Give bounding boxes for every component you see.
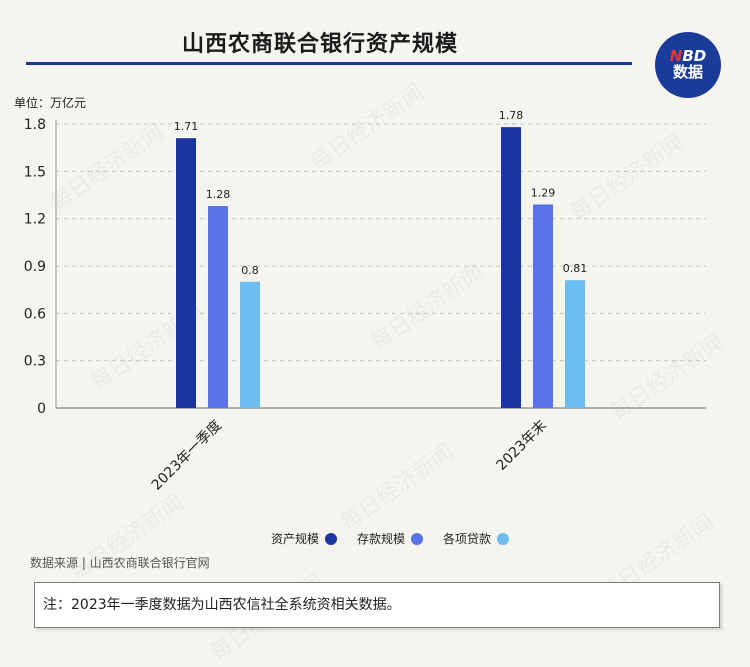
legend-swatch	[324, 532, 337, 545]
data-label: 0.8	[241, 264, 259, 277]
x-tick-label: 2023年末	[494, 418, 550, 474]
legend-swatch	[411, 532, 423, 545]
y-tick-label: 0	[37, 401, 46, 417]
legend-item: 存款规模	[357, 530, 423, 547]
bar-3-2	[565, 280, 585, 408]
bar-2-1	[208, 206, 228, 408]
legend: 资产规模 存款规模 各项贷款	[0, 530, 750, 547]
data-label: 1.78	[499, 109, 524, 122]
logo-letter-n: N	[669, 47, 683, 66]
data-label: 1.71	[174, 120, 199, 133]
data-label: 1.28	[206, 188, 231, 201]
chart-title: 山西农商联合银行资产规模	[181, 32, 458, 57]
bar-1-1	[176, 138, 196, 408]
x-tick-label: 2023年一季度	[149, 418, 225, 494]
legend-item: 各项贷款	[443, 530, 510, 547]
title-divider	[26, 62, 632, 65]
data-label: 1.29	[531, 186, 556, 199]
y-tick-label: 1.2	[24, 212, 46, 228]
data-source: 数据来源 | 山西农商联合银行官网	[30, 556, 210, 570]
y-tick-label: 1.8	[24, 117, 46, 133]
legend-item: 资产规模	[271, 530, 337, 547]
legend-label: 资产规模	[270, 532, 319, 546]
legend-swatch	[497, 532, 510, 545]
legend-label: 各项贷款	[443, 532, 492, 546]
bar-chart: 0 0.3 0.6 0.9 1.2 1.5 1.8 1.71 1.28 0.8 2023年一季度 1.…	[24, 109, 706, 494]
logo-letters-bd: BD	[682, 47, 707, 66]
data-label: 0.81	[563, 262, 588, 275]
logo-text-data: 数据	[672, 63, 703, 81]
footnote-box: 注：2023年一季度数据为山西农信社全系统资相关数据。	[34, 582, 720, 628]
y-tick-label: 1.5	[24, 164, 46, 180]
y-tick-label: 0.6	[24, 306, 46, 322]
bar-3-1	[240, 281, 260, 408]
nbd-logo: NBD 数据	[655, 32, 721, 98]
bar-2-2	[533, 204, 553, 408]
y-axis-unit: 单位：万亿元	[14, 96, 87, 110]
y-tick-label: 0.3	[24, 354, 46, 370]
y-tick-label: 0.9	[24, 259, 46, 275]
legend-label: 存款规模	[356, 532, 405, 546]
bar-1-2	[501, 127, 521, 409]
